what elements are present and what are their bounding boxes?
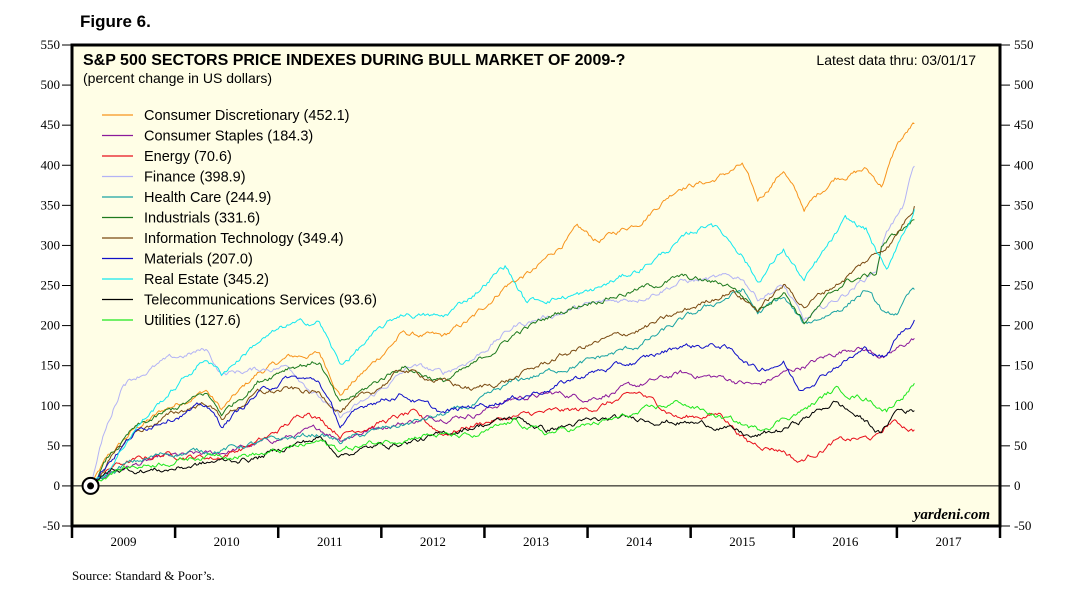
x-tick-label: 2015 xyxy=(729,534,755,549)
legend-label: Telecommunications Services (93.6) xyxy=(144,293,377,309)
series-line-materials xyxy=(90,319,915,487)
legend-label: Finance (398.9) xyxy=(144,170,246,186)
legend-label: Consumer Discretionary (452.1) xyxy=(144,108,350,124)
start-marker xyxy=(81,476,100,495)
y-tick-label-left: 300 xyxy=(41,237,61,252)
legend-item: Industrials (331.6) xyxy=(102,211,260,227)
legend-label: Energy (70.6) xyxy=(144,149,232,165)
legend-item: Consumer Staples (184.3) xyxy=(102,129,313,145)
y-tick-label-right: 450 xyxy=(1014,117,1034,132)
y-tick-label-right: -50 xyxy=(1014,518,1031,533)
y-tick-label-right: 200 xyxy=(1014,318,1034,333)
y-tick-label-left: 500 xyxy=(41,77,61,92)
chart-subtitle: (percent change in US dollars) xyxy=(83,70,272,86)
series-line-real-estate xyxy=(90,209,915,487)
y-tick-label-left: 50 xyxy=(47,438,60,453)
series-line-consumer-discretionary xyxy=(90,122,915,487)
legend-label: Industrials (331.6) xyxy=(144,211,260,227)
legend-label: Information Technology (349.4) xyxy=(144,231,344,247)
y-tick-label-left: 200 xyxy=(41,318,61,333)
y-tick-label-left: 350 xyxy=(41,197,61,212)
y-tick-label-left: 250 xyxy=(41,278,61,293)
x-axis: 2009 2010 2011 2012 2013 2014 2015 2016 2017 xyxy=(70,526,1002,549)
legend-item: Utilities (127.6) xyxy=(102,313,241,329)
legend-label: Materials (207.0) xyxy=(144,252,253,268)
y-tick-label-right: 500 xyxy=(1014,77,1034,92)
y-tick-label-left: 550 xyxy=(41,37,61,52)
y-axis-left: -50 0 50 100 150 200 250 300 350 400 450 500 550 xyxy=(41,37,72,533)
legend-item: Real Estate (345.2) xyxy=(102,272,269,288)
legend-item: Energy (70.6) xyxy=(102,149,232,165)
y-tick-label-left: 0 xyxy=(54,478,61,493)
y-tick-label-right: 550 xyxy=(1014,37,1034,52)
y-axis-right: -50 0 50 100 150 200 250 300 350 400 450 500 550 xyxy=(1000,37,1034,533)
series-layer xyxy=(90,122,915,487)
legend-item: Materials (207.0) xyxy=(102,252,253,268)
x-tick-label: 2011 xyxy=(317,534,343,549)
legend-item: Health Care (244.9) xyxy=(102,190,271,206)
series-line-energy xyxy=(90,391,915,487)
legend-label: Consumer Staples (184.3) xyxy=(144,129,313,145)
legend-label: Health Care (244.9) xyxy=(144,190,271,206)
series-line-information-technology xyxy=(90,205,915,487)
legend-item: Information Technology (349.4) xyxy=(102,231,344,247)
source-note: Source: Standard & Poor’s. xyxy=(72,568,215,583)
watermark: yardeni.com xyxy=(912,507,990,523)
y-tick-label-right: 50 xyxy=(1014,438,1027,453)
y-tick-label-left: 400 xyxy=(41,157,61,172)
legend-label: Real Estate (345.2) xyxy=(144,272,269,288)
start-marker-dot xyxy=(87,482,95,490)
y-tick-label-left: 450 xyxy=(41,117,61,132)
series-line-consumer-staples xyxy=(90,338,915,487)
x-tick-label: 2009 xyxy=(111,534,137,549)
plot-background xyxy=(72,45,1000,526)
series-line-finance xyxy=(90,165,915,487)
y-tick-label-right: 400 xyxy=(1014,157,1034,172)
series-line-industrials xyxy=(90,219,915,487)
y-tick-label-right: 350 xyxy=(1014,197,1034,212)
x-tick-label: 2010 xyxy=(214,534,240,549)
legend: Consumer Discretionary (452.1) Consumer S… xyxy=(102,108,377,329)
y-tick-label-right: 150 xyxy=(1014,358,1034,373)
y-tick-label-left: -50 xyxy=(43,518,60,533)
x-tick-label: 2012 xyxy=(420,534,446,549)
x-tick-label: 2014 xyxy=(626,534,653,549)
y-tick-label-right: 100 xyxy=(1014,398,1034,413)
legend-item: Telecommunications Services (93.6) xyxy=(102,293,377,309)
y-tick-label-right: 250 xyxy=(1014,278,1034,293)
y-tick-label-right: 0 xyxy=(1014,478,1021,493)
chart-title: S&P 500 SECTORS PRICE INDEXES DURING BUL… xyxy=(83,52,625,69)
legend-item: Finance (398.9) xyxy=(102,170,246,186)
legend-label: Utilities (127.6) xyxy=(144,313,241,329)
latest-data-label: Latest data thru: 03/01/17 xyxy=(816,52,976,68)
legend-item: Consumer Discretionary (452.1) xyxy=(102,108,350,124)
x-tick-label: 2017 xyxy=(935,534,962,549)
x-tick-label: 2016 xyxy=(832,534,859,549)
series-line-utilities xyxy=(90,383,915,487)
y-tick-label-right: 300 xyxy=(1014,237,1034,252)
x-tick-label: 2013 xyxy=(523,534,549,549)
y-tick-label-left: 150 xyxy=(41,358,61,373)
figure-label: Figure 6. xyxy=(80,12,151,31)
y-tick-label-left: 100 xyxy=(41,398,61,413)
